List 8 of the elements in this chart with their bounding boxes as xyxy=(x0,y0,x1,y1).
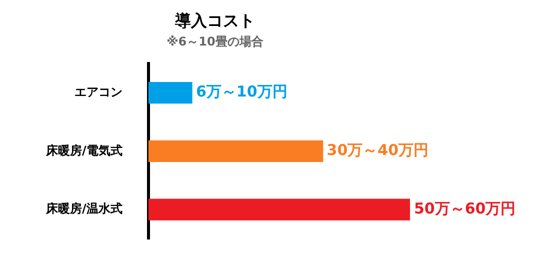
data-label: 50万～60万円 xyxy=(414,199,516,218)
y-tick-label: 床暖房/温水式 xyxy=(44,202,122,216)
data-label: 6万～10万円 xyxy=(196,82,288,101)
data-label: 30万～40万円 xyxy=(326,141,429,160)
chart-subtitle: ※6～10畳の場合 xyxy=(166,34,264,49)
chart-title: 導入コスト xyxy=(174,10,255,30)
y-tick-label: エアコン xyxy=(74,84,122,99)
y-tick-label: 床暖房/電気式 xyxy=(44,143,122,158)
